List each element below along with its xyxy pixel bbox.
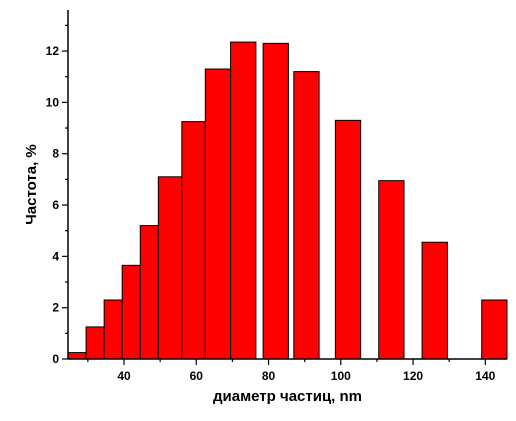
histogram-bar: [334, 119, 362, 360]
histogram-bar: [421, 241, 448, 360]
x-tick-label: 100: [331, 369, 351, 383]
histogram-bar: [378, 180, 405, 360]
x-tick-label: 60: [190, 369, 204, 383]
x-axis-label: диаметр частиц, nm: [213, 388, 362, 405]
histogram-bar: [67, 352, 87, 360]
x-tick-label: 140: [475, 369, 495, 383]
histogram-bar: [121, 264, 141, 360]
y-tick-label: 8: [52, 147, 59, 161]
histogram-bar: [103, 299, 123, 360]
x-tick-label: 40: [117, 369, 131, 383]
bars-group: [67, 41, 508, 360]
axes-group: [67, 10, 507, 360]
histogram-bar: [230, 41, 257, 360]
y-tick-label: 2: [52, 301, 59, 315]
y-tick-label: 4: [52, 249, 59, 263]
x-tick-label: 80: [262, 369, 276, 383]
histogram-bar: [85, 326, 105, 360]
y-tick-label: 12: [46, 44, 60, 58]
histogram-bar: [293, 71, 320, 360]
histogram-bar: [262, 42, 289, 360]
y-tick-label: 6: [52, 198, 59, 212]
y-axis-label: Частота, %: [23, 144, 40, 225]
x-tick-label: 120: [403, 369, 423, 383]
histogram-bar: [157, 176, 183, 360]
histogram-bar: [481, 299, 508, 360]
histogram-bar: [181, 121, 206, 360]
y-tick-label: 0: [52, 352, 59, 366]
y-tick-label: 10: [46, 95, 60, 109]
histogram-bar: [139, 225, 159, 360]
histogram-bar: [204, 68, 232, 360]
ticks-group: 40 60 80 100 120 140 0 2 4 6 8 10 12: [46, 24, 496, 383]
